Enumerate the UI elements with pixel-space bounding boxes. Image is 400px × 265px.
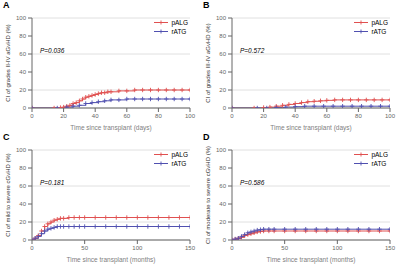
svg-text:100: 100 — [185, 113, 196, 119]
svg-text:60: 60 — [323, 113, 330, 119]
html-text:B: B — [203, 0, 210, 10]
html-text:P=0.572: P=0.572 — [239, 46, 265, 54]
svg-text:100: 100 — [216, 147, 227, 153]
html-text:pALG: pALG — [171, 151, 188, 158]
svg-text:80: 80 — [355, 113, 362, 119]
svg-text:60: 60 — [219, 183, 226, 189]
svg-text:Time since transplant (months): Time since transplant (months) — [67, 256, 156, 264]
html-text:P=0.036: P=0.036 — [39, 46, 65, 54]
svg-text:150: 150 — [385, 245, 392, 251]
svg-text:50: 50 — [281, 245, 288, 251]
svg-text:80: 80 — [19, 165, 26, 171]
svg-text:0: 0 — [230, 245, 234, 251]
svg-text:20: 20 — [219, 87, 226, 93]
html-text:rATG: rATG — [371, 28, 387, 35]
svg-text:60: 60 — [219, 51, 226, 57]
html-text:C: C — [3, 132, 10, 142]
svg-text:Time since transplant (days): Time since transplant (days) — [70, 124, 151, 132]
svg-text:100: 100 — [132, 245, 143, 251]
svg-text:100: 100 — [16, 15, 27, 21]
svg-text:100: 100 — [332, 245, 343, 251]
svg-text:150: 150 — [185, 245, 196, 251]
html-text:pALG: pALG — [171, 19, 188, 26]
svg-text:40: 40 — [292, 113, 299, 119]
svg-text:40: 40 — [19, 201, 26, 207]
html-text:rATG: rATG — [171, 160, 187, 167]
svg-text:0: 0 — [30, 245, 34, 251]
svg-text:CI of moderate to severe cGvHD: CI of moderate to severe cGvHD (%) — [205, 146, 211, 244]
html-text:A: A — [3, 0, 10, 10]
svg-text:0: 0 — [23, 237, 27, 243]
svg-text:100: 100 — [16, 147, 27, 153]
html-text:D: D — [203, 132, 210, 142]
html-text:rATG: rATG — [171, 28, 187, 35]
svg-text:CI of grades II-IV aGvHD (%): CI of grades II-IV aGvHD (%) — [8, 24, 11, 102]
svg-text:50: 50 — [81, 245, 88, 251]
svg-text:CI of grades III-IV aGvHD (%): CI of grades III-IV aGvHD (%) — [205, 23, 211, 102]
svg-text:0: 0 — [230, 113, 234, 119]
html-text:P=0.586: P=0.586 — [239, 178, 265, 186]
svg-text:80: 80 — [219, 33, 226, 39]
html-text:rATG: rATG — [371, 160, 387, 167]
svg-text:60: 60 — [19, 51, 26, 57]
svg-text:0: 0 — [223, 105, 227, 111]
svg-text:100: 100 — [385, 113, 392, 119]
svg-text:80: 80 — [155, 113, 162, 119]
svg-text:Time since transplant (months): Time since transplant (months) — [267, 256, 356, 264]
svg-text:0: 0 — [23, 105, 27, 111]
html-text:P=0.181: P=0.181 — [39, 178, 65, 186]
svg-text:0: 0 — [30, 113, 34, 119]
svg-text:20: 20 — [19, 87, 26, 93]
svg-text:0: 0 — [223, 237, 227, 243]
svg-text:Time since transplant (days): Time since transplant (days) — [270, 124, 351, 132]
svg-text:CI of mild to severe cGvHD (%): CI of mild to severe cGvHD (%) — [8, 153, 11, 237]
svg-text:100: 100 — [216, 15, 227, 21]
svg-text:60: 60 — [19, 183, 26, 189]
html-text:pALG: pALG — [371, 151, 388, 158]
svg-text:40: 40 — [19, 69, 26, 75]
svg-text:80: 80 — [19, 33, 26, 39]
svg-text:20: 20 — [60, 113, 67, 119]
svg-text:20: 20 — [219, 219, 226, 225]
svg-text:20: 20 — [260, 113, 267, 119]
svg-text:40: 40 — [92, 113, 99, 119]
svg-text:60: 60 — [123, 113, 130, 119]
svg-text:20: 20 — [19, 219, 26, 225]
html-text:pALG: pALG — [371, 19, 388, 26]
svg-text:80: 80 — [219, 165, 226, 171]
svg-text:40: 40 — [219, 201, 226, 207]
svg-text:40: 40 — [219, 69, 226, 75]
